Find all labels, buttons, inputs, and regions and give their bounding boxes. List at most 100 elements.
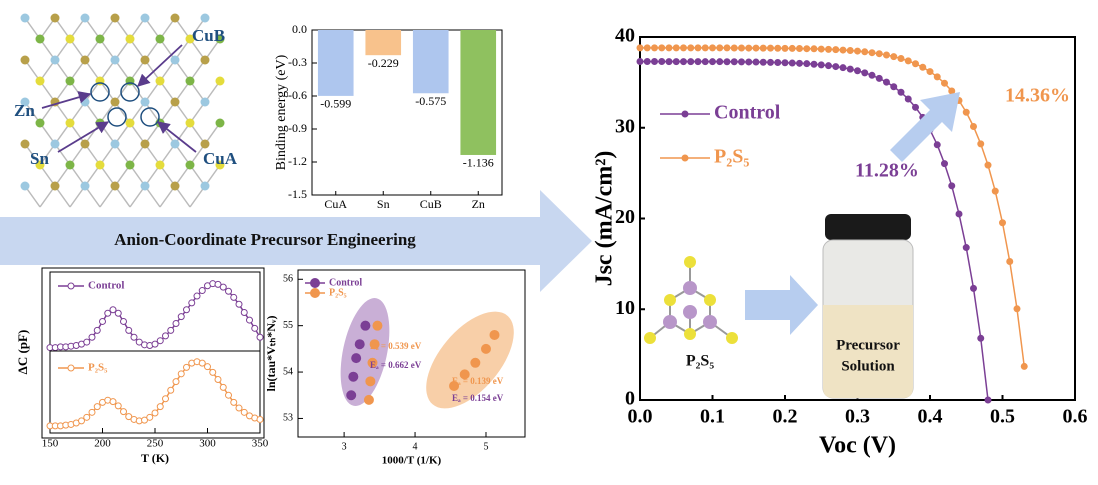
- phosphorus-atom: [663, 315, 677, 329]
- atom: [185, 34, 195, 44]
- data-point: [890, 53, 898, 61]
- x-tick-label: 0.3: [845, 406, 870, 428]
- data-point: [172, 378, 180, 386]
- process-arrow: [0, 190, 592, 292]
- annotation: Eₐ = 0.539 eV: [370, 341, 422, 351]
- data-point: [93, 326, 101, 334]
- data-point: [875, 50, 883, 58]
- data-point: [941, 79, 948, 87]
- data-point: [665, 58, 673, 66]
- data-point: [219, 283, 227, 291]
- x-tick-label: 0.2: [773, 406, 798, 428]
- data-point: [83, 338, 91, 346]
- data-point: [346, 390, 357, 401]
- vial-label: Precursor: [836, 337, 900, 353]
- x-tick-label: 4: [413, 441, 418, 452]
- annotation: 14.36%: [1005, 85, 1070, 107]
- arrow: [57, 121, 110, 153]
- atom: [50, 139, 60, 149]
- data-point: [88, 333, 96, 341]
- atom: [155, 34, 165, 44]
- atom: [170, 181, 180, 191]
- x-tick-label: Zn: [472, 197, 485, 211]
- annotation: Eₐ = 0.154 eV: [452, 393, 504, 403]
- fit-ellipse: [340, 298, 390, 406]
- data-point: [701, 44, 709, 52]
- data-point: [745, 44, 753, 52]
- atom: [50, 181, 60, 191]
- data-point: [962, 244, 970, 252]
- data-point: [912, 103, 919, 111]
- atom: [35, 118, 45, 128]
- arrow: [157, 121, 197, 153]
- atom: [65, 118, 75, 128]
- data-point: [839, 64, 847, 72]
- y-tick-label: 0.0: [292, 22, 307, 36]
- data-point: [365, 376, 376, 387]
- x-axis-label: Voc (V): [819, 433, 896, 459]
- atom: [140, 13, 150, 23]
- banner-text: Anion-Coordinate Precursor Engineering: [114, 230, 416, 249]
- atom: [170, 13, 180, 23]
- y-tick-label: 54: [283, 366, 293, 377]
- data-point: [643, 44, 651, 52]
- y-tick-label: -0.6: [288, 88, 307, 102]
- data-point: [183, 363, 190, 371]
- data-point: [781, 59, 789, 67]
- atom: [50, 13, 60, 23]
- annotation: 11.28%: [855, 160, 919, 182]
- atom: [200, 55, 210, 65]
- atom: [95, 160, 105, 170]
- data-point: [919, 63, 927, 71]
- data-point: [832, 46, 840, 54]
- plot-frame: [297, 269, 526, 438]
- data-point: [156, 337, 164, 345]
- data-point: [941, 160, 948, 168]
- data-point: [774, 44, 782, 52]
- data-point: [643, 58, 651, 66]
- data-point: [167, 386, 175, 394]
- atom: [95, 34, 105, 44]
- atom: [125, 118, 135, 128]
- data-point: [984, 161, 992, 169]
- data-point: [861, 48, 869, 56]
- data-point: [933, 73, 941, 81]
- data-point: [817, 45, 825, 53]
- data-point: [970, 284, 977, 292]
- data-point: [687, 44, 695, 52]
- atom: [200, 181, 210, 191]
- data-point: [109, 398, 117, 406]
- data-point: [694, 44, 702, 52]
- atom: [110, 181, 120, 191]
- data-point: [99, 317, 106, 325]
- data-point: [177, 370, 185, 378]
- y-axis-label: ln(tau*Vₜₕ*Nᵥ): [264, 316, 278, 392]
- atom: [80, 13, 90, 23]
- site-label: Sn: [30, 149, 49, 168]
- data-point: [88, 408, 96, 416]
- atom: [170, 55, 180, 65]
- site-ring: [120, 82, 140, 102]
- improvement-arrow: [890, 92, 960, 162]
- data-point: [120, 408, 127, 416]
- data-point: [348, 371, 359, 382]
- site-label: CuA: [203, 149, 238, 168]
- data-point: [651, 58, 658, 66]
- data-point: [354, 339, 365, 350]
- data-point: [752, 44, 760, 52]
- data-point: [701, 58, 709, 66]
- vial-label: Solution: [841, 358, 895, 374]
- data-point: [480, 343, 491, 354]
- y-tick-label: -1.5: [288, 187, 307, 201]
- data-point: [204, 363, 211, 371]
- legend-marker: [67, 282, 75, 290]
- legend-marker: [310, 278, 320, 288]
- legend-marker: [681, 154, 689, 162]
- arrow: [137, 44, 183, 87]
- atom: [125, 34, 135, 44]
- data-point: [970, 122, 977, 130]
- atom: [185, 118, 195, 128]
- data-point: [658, 44, 666, 52]
- data-point: [235, 300, 243, 308]
- atom: [20, 13, 30, 23]
